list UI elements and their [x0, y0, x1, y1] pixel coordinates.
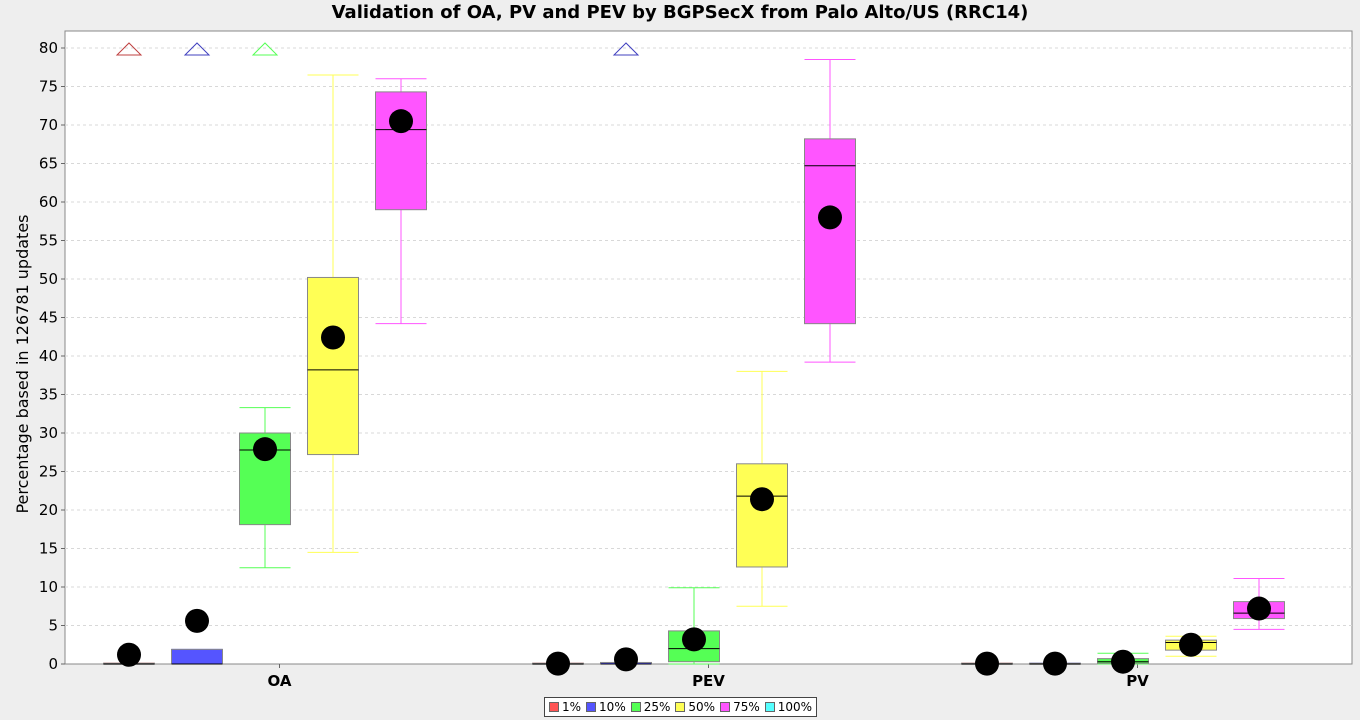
box-plot-50pct-pv: [1165, 632, 1217, 657]
legend-swatch: [720, 702, 731, 712]
iqr-box: [736, 463, 788, 568]
mean-marker: [185, 608, 209, 633]
far-out-indicator-triangle: [115, 42, 143, 56]
y-tick-label: 45: [39, 309, 58, 327]
y-tick-label: 40: [39, 347, 58, 365]
x-tick-label: PEV: [692, 672, 725, 690]
mean-marker: [818, 205, 842, 230]
legend-item: 25%: [630, 700, 671, 714]
y-tick-label: 0: [48, 655, 58, 673]
mean-marker: [1111, 649, 1135, 674]
legend-item: 100%: [764, 700, 813, 714]
mean-marker: [614, 647, 638, 672]
box-plot-25pct-pv: [1097, 649, 1149, 674]
mean-marker: [1179, 632, 1203, 657]
box-plot-75pct-pv: [1233, 578, 1285, 630]
mean-marker: [750, 487, 774, 512]
y-tick-label: 35: [39, 386, 58, 404]
box-plot-50pct-oa: [307, 74, 359, 553]
iqr-box: [804, 138, 856, 325]
x-tick-label: PV: [1126, 672, 1149, 690]
y-tick-label: 65: [39, 155, 58, 173]
mean-marker: [1043, 651, 1067, 676]
y-tick-label: 15: [39, 540, 58, 558]
y-tick-label: 50: [39, 270, 58, 288]
y-tick-label: 10: [39, 578, 58, 596]
mean-marker: [389, 109, 413, 134]
far-out-indicator-triangle: [183, 42, 211, 56]
legend-swatch: [586, 702, 597, 712]
box-plot-series: [103, 42, 1285, 676]
y-tick-label: 75: [39, 78, 58, 96]
y-tick-label: 70: [39, 116, 58, 134]
box-plot-10pct-pv: [1029, 651, 1081, 676]
mean-marker: [975, 651, 999, 676]
mean-marker: [253, 437, 277, 462]
box-plot-1pct-pv: [961, 651, 1013, 676]
chart-area: 0 5 10 15 20 25 30 35 40 45 50 55 60 65 70 75 80 OA PEV PV…: [13, 30, 1353, 690]
box-plot-75pct-pev: [804, 59, 856, 363]
box-plot-50pct-pev: [736, 370, 788, 607]
y-tick-label: 80: [39, 39, 58, 57]
legend-swatch: [630, 702, 641, 712]
mean-marker: [1247, 596, 1271, 621]
legend: 1% 10% 25% 50% 75% 100%: [544, 697, 818, 717]
y-tick-label: 5: [48, 617, 58, 635]
legend-item: 10%: [586, 700, 626, 714]
legend-item: 50%: [675, 700, 715, 714]
legend-label: 75%: [733, 700, 760, 714]
y-tick-label: 30: [39, 424, 58, 442]
iqr-box: [307, 276, 359, 456]
y-tick-label: 25: [39, 463, 58, 481]
legend-label: 25%: [643, 700, 671, 714]
legend-label: 50%: [688, 700, 716, 714]
iqr-box: [171, 648, 223, 665]
mean-marker: [321, 325, 345, 350]
legend-swatch: [764, 702, 775, 712]
y-tick-label: 55: [39, 232, 58, 250]
x-tick-label: OA: [268, 672, 292, 690]
legend-label: 100%: [777, 700, 813, 714]
y-tick-label: 60: [39, 193, 58, 211]
legend-label: 10%: [599, 700, 626, 714]
legend-label: 1%: [562, 700, 582, 714]
legend-item: 1%: [549, 700, 581, 714]
box-plot-10pct-pev: [600, 42, 652, 672]
box-plot-25pct-pev: [668, 587, 720, 665]
box-plot-10pct-oa: [171, 42, 223, 665]
mean-marker: [682, 627, 706, 652]
box-plot-1pct-pev: [532, 651, 584, 676]
legend-item: 75%: [720, 700, 760, 714]
legend-swatch: [675, 702, 686, 712]
y-axis-label: Percentage based in 126781 updates: [13, 214, 32, 513]
legend-swatch: [549, 702, 559, 712]
far-out-indicator-triangle: [612, 42, 640, 56]
y-axis: 0 5 10 15 20 25 30 35 40 45 50 55 60 65 70 75 80: [39, 39, 65, 673]
y-tick-label: 20: [39, 501, 58, 519]
x-axis: OA PEV PV: [268, 664, 1149, 690]
grid-lines: [65, 47, 1352, 626]
chart-title: Validation of OA, PV and PEV by BGPSecX …: [331, 2, 1029, 23]
mean-marker: [117, 642, 141, 667]
box-plot-1pct-oa: [103, 42, 155, 667]
plot-background: [64, 30, 1353, 665]
far-out-indicator-triangle: [251, 42, 279, 56]
mean-marker: [546, 651, 570, 676]
box-plot-25pct-oa: [239, 42, 291, 569]
box-plot-75pct-oa: [375, 78, 427, 325]
